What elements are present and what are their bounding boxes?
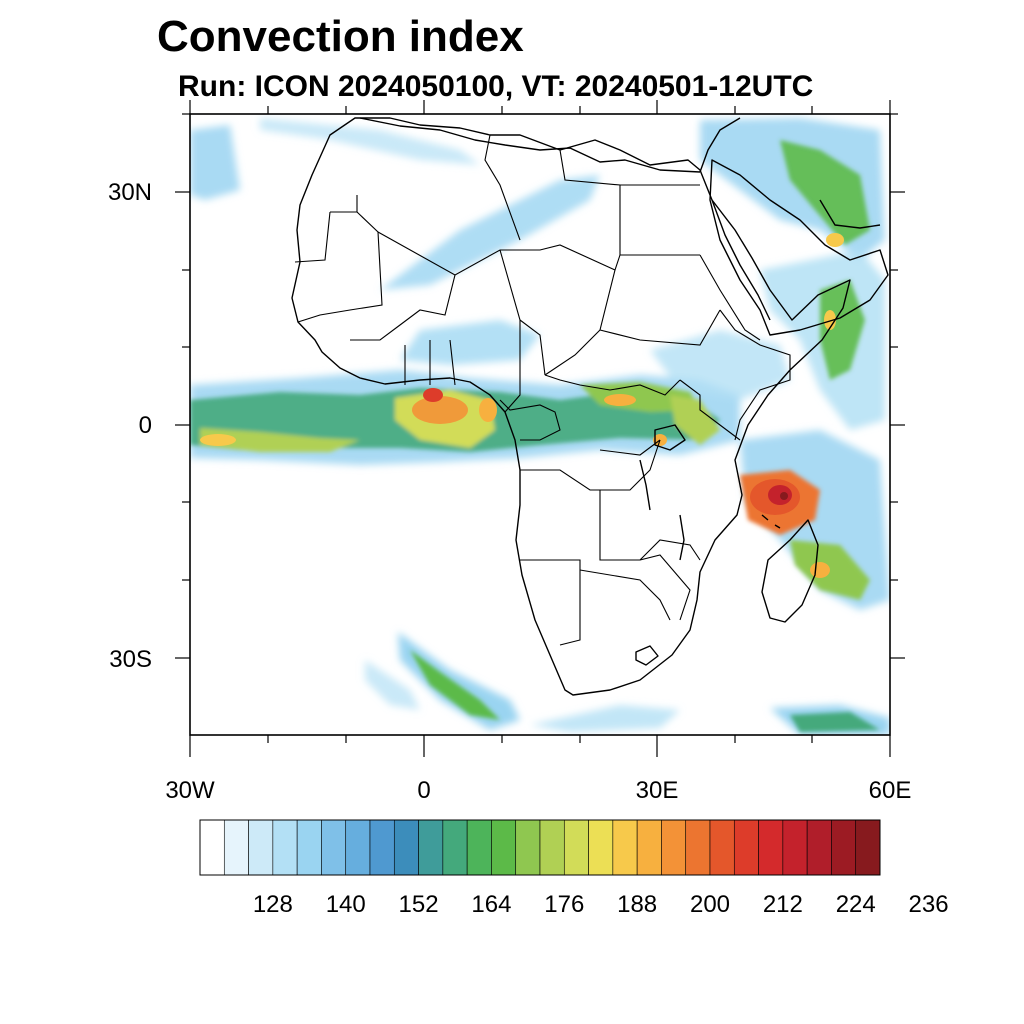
arabia-coastline	[709, 159, 889, 336]
colorbar-swatch	[612, 819, 638, 876]
colorbar-swatch	[466, 819, 492, 876]
colorbar-swatch	[806, 819, 832, 876]
lake-malawi	[679, 514, 685, 561]
colorbar-swatch	[855, 819, 881, 876]
colorbar-swatch	[393, 819, 419, 876]
arabian-gulf-coast	[819, 199, 881, 229]
colorbar-swatch	[588, 819, 614, 876]
lon-label-60e: 60E	[869, 777, 912, 804]
chart-subtitle: Run: ICON 2024050100, VT: 20240501-12UTC	[178, 70, 814, 103]
colorbar-swatch	[709, 819, 735, 876]
colorbar	[199, 819, 881, 876]
colorbar-label: 236	[909, 891, 949, 918]
lake-victoria	[654, 424, 686, 451]
convection-cores	[200, 233, 844, 578]
colorbar-labels: 128 140 152 164 176 188 200 212 224 236	[253, 891, 949, 918]
colorbar-swatch	[636, 819, 662, 876]
comoros-islands	[761, 514, 781, 529]
colorbar-label: 212	[763, 891, 803, 918]
lon-label-0: 0	[417, 777, 430, 804]
lon-label-30e: 30E	[636, 777, 679, 804]
colorbar-label: 164	[471, 891, 511, 918]
colorbar-label: 140	[326, 891, 366, 918]
colorbar-swatch	[369, 819, 395, 876]
levant-coast	[699, 117, 741, 173]
colorbar-swatch	[782, 819, 808, 876]
colorbar-label: 152	[399, 891, 439, 918]
lat-label-30s: 30S	[109, 646, 152, 673]
colorbar-swatch	[515, 819, 541, 876]
colorbar-swatch	[733, 819, 759, 876]
colorbar-swatch	[442, 819, 468, 876]
coastlines	[291, 117, 889, 696]
axis-ticks	[175, 100, 905, 757]
colorbar-label: 200	[690, 891, 730, 918]
country-borders	[294, 134, 791, 646]
lat-label-0: 0	[139, 412, 152, 439]
colorbar-swatch	[345, 819, 371, 876]
colorbar-swatch	[831, 819, 857, 876]
colorbar-swatch	[539, 819, 565, 876]
colorbar-swatch	[418, 819, 444, 876]
colorbar-outline	[199, 819, 881, 876]
colorbar-swatch	[661, 819, 687, 876]
colorbar-swatch	[685, 819, 711, 876]
colorbar-swatch	[199, 819, 225, 876]
colorbar-swatch	[296, 819, 322, 876]
colorbar-label: 188	[617, 891, 657, 918]
colorbar-swatch	[491, 819, 517, 876]
red-sea-coast	[711, 199, 771, 321]
lon-label-30w: 30W	[165, 777, 215, 804]
colorbar-label: 176	[544, 891, 584, 918]
colorbar-swatch	[758, 819, 784, 876]
colorbar-swatch	[223, 819, 249, 876]
chart-title: Convection index	[157, 12, 524, 61]
lesotho-outline	[635, 645, 659, 666]
colorbar-label: 224	[836, 891, 876, 918]
colorbar-swatch	[272, 819, 298, 876]
colorbar-swatch	[321, 819, 347, 876]
colorbar-swatch	[563, 819, 589, 876]
colorbar-label: 128	[253, 891, 293, 918]
africa-coastline	[291, 117, 851, 696]
colorbar-swatch	[248, 819, 274, 876]
madagascar-coastline	[761, 519, 819, 623]
mediterranean-coast	[359, 117, 701, 173]
lake-tanganyika	[639, 459, 651, 511]
lat-label-30n: 30N	[108, 179, 152, 206]
